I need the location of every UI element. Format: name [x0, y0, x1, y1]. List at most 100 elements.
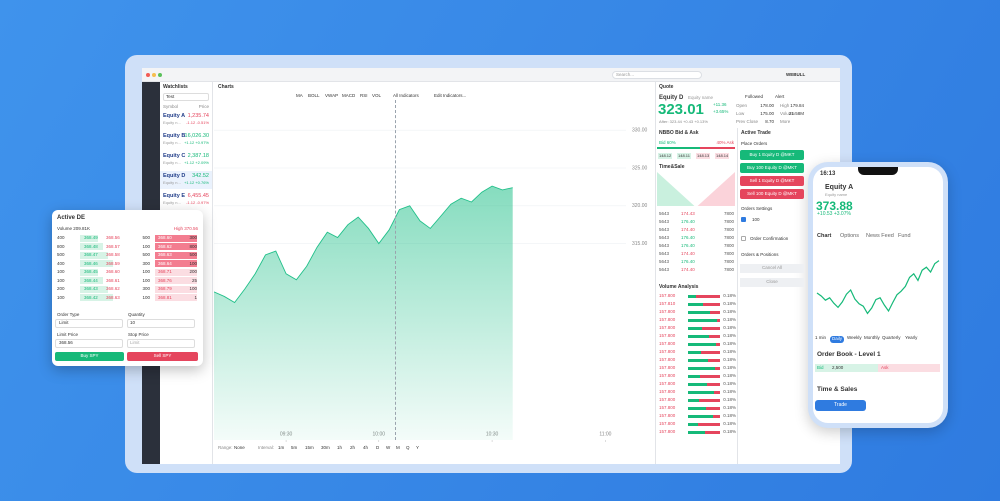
follow-button[interactable]: Followed [745, 94, 764, 99]
input[interactable] [55, 319, 123, 328]
interval[interactable]: W [386, 445, 391, 450]
trade-button[interactable]: Trade [815, 400, 866, 411]
input[interactable] [55, 339, 123, 348]
field-value: 10 [130, 320, 136, 325]
input[interactable] [127, 339, 195, 348]
period[interactable]: 1 min [815, 335, 827, 340]
bid-size: 200 [57, 286, 65, 291]
interval[interactable]: Y [416, 445, 420, 450]
percent: 0.18% [723, 317, 736, 322]
interval[interactable]: D [376, 445, 380, 450]
column-header: Price [198, 104, 209, 109]
panel-title: Volume Analysis [659, 284, 699, 290]
indicator[interactable]: VOL [372, 93, 382, 98]
interval[interactable]: 15m [305, 445, 314, 450]
list-select[interactable] [163, 93, 209, 101]
ask-price: 368.59 [106, 260, 120, 266]
order-button[interactable]: Sell 100 Equity D @MKT [740, 189, 804, 199]
symbol[interactable]: Equity A [163, 113, 186, 119]
interval[interactable]: 30m [321, 445, 330, 450]
interval[interactable]: M [396, 445, 400, 450]
range-value[interactable]: None [234, 445, 245, 450]
price: 157.800 [659, 389, 676, 394]
interval-label: Interval: [258, 445, 275, 450]
bid-size: 400 [57, 260, 65, 266]
percent: 0.18% [723, 333, 736, 338]
price: 157.800 [659, 325, 676, 330]
tab[interactable]: Fund [898, 233, 911, 239]
buy-button[interactable]: Buy SPY [55, 352, 124, 361]
tab[interactable]: News Feed [866, 233, 894, 239]
interval[interactable]: Q [406, 445, 410, 450]
indicator[interactable]: RSI [360, 93, 368, 98]
interval[interactable]: 5m [291, 445, 298, 450]
tab[interactable]: Chart [817, 233, 832, 239]
ask-size: 100 [142, 277, 150, 283]
ask-size: 100 [142, 294, 150, 300]
sell-button[interactable]: Sell SPY [127, 352, 198, 361]
interval[interactable]: 1m [278, 445, 285, 450]
phone-notch [858, 167, 898, 175]
volume-bar-sell [717, 318, 720, 322]
stat-value: 8.70 [765, 119, 774, 124]
search-box[interactable] [612, 71, 702, 79]
cancel-button[interactable]: Cancel All [740, 264, 804, 273]
volume-bar-buy [688, 398, 699, 402]
interval[interactable]: 1h [337, 445, 343, 450]
bid-depth [80, 294, 113, 301]
volume-bar-buy [688, 414, 713, 418]
checkbox[interactable] [741, 236, 746, 241]
bid-size: 2,500 [832, 365, 844, 370]
order-button[interactable]: Buy 100 Equity D @MKT [740, 163, 804, 173]
indicator[interactable]: BOLL [308, 93, 320, 98]
symbol[interactable]: Equity B [163, 133, 186, 139]
price: 157.800 [659, 309, 676, 314]
more-link[interactable]: More [780, 119, 791, 124]
period[interactable]: Daily [830, 336, 845, 343]
bid-depth [80, 234, 98, 242]
level-price: 368.62 [158, 243, 172, 249]
tab[interactable]: Options [840, 233, 859, 239]
volume-bar-sell [713, 414, 720, 418]
checkbox[interactable] [741, 217, 746, 222]
ask-price: 368.58 [106, 252, 120, 257]
period[interactable]: Monthly [864, 335, 880, 340]
indicator[interactable]: MA [296, 93, 303, 98]
price: 157.810 [659, 301, 676, 306]
symbol-name: Equity name [825, 192, 848, 197]
indicator-menu[interactable]: All Indicators [393, 93, 419, 98]
volume-bar-buy [688, 318, 717, 322]
input[interactable] [127, 319, 195, 328]
volume-bar-buy [688, 358, 708, 362]
interval[interactable]: 2h [350, 445, 356, 450]
indicator-edit[interactable]: Edit Indicators... [434, 93, 467, 98]
interval[interactable]: 4h [363, 445, 369, 450]
close-button[interactable]: Close [740, 278, 804, 287]
order-button[interactable]: Buy 1 Equity D @MKT [740, 150, 804, 160]
level-price: 368.64 [158, 260, 172, 266]
phone-chart [816, 260, 940, 315]
bid-bar [657, 147, 700, 149]
alert-button[interactable]: Alert [775, 94, 785, 99]
price: 157.800 [659, 317, 676, 322]
period[interactable]: Weekly [847, 335, 862, 340]
symbol[interactable]: Equity C [163, 153, 186, 159]
y-tick-label: 315.00 [632, 241, 648, 247]
stat-value: 175.00 [760, 111, 774, 116]
search-placeholder[interactable]: Search... [616, 72, 635, 77]
indicator[interactable]: MACD [342, 93, 356, 98]
ask-price: 368.63 [106, 294, 120, 300]
volume-bar-sell [703, 302, 720, 306]
indicator[interactable]: VWAP [325, 93, 339, 98]
period[interactable]: Yearly [905, 335, 918, 340]
bid-label: Bid [817, 365, 824, 370]
stat-label: Low [736, 111, 745, 116]
volume-bar-buy [688, 430, 705, 434]
volume-bar-sell [699, 398, 720, 402]
period[interactable]: Quarterly [882, 335, 901, 340]
order-button[interactable]: Sell 1 Equity D @MKT [740, 176, 804, 186]
symbol[interactable]: Equity E [163, 193, 186, 199]
level-size: 1 [194, 294, 197, 300]
size: 7800 [723, 211, 734, 216]
symbol[interactable]: Equity D [163, 173, 186, 179]
